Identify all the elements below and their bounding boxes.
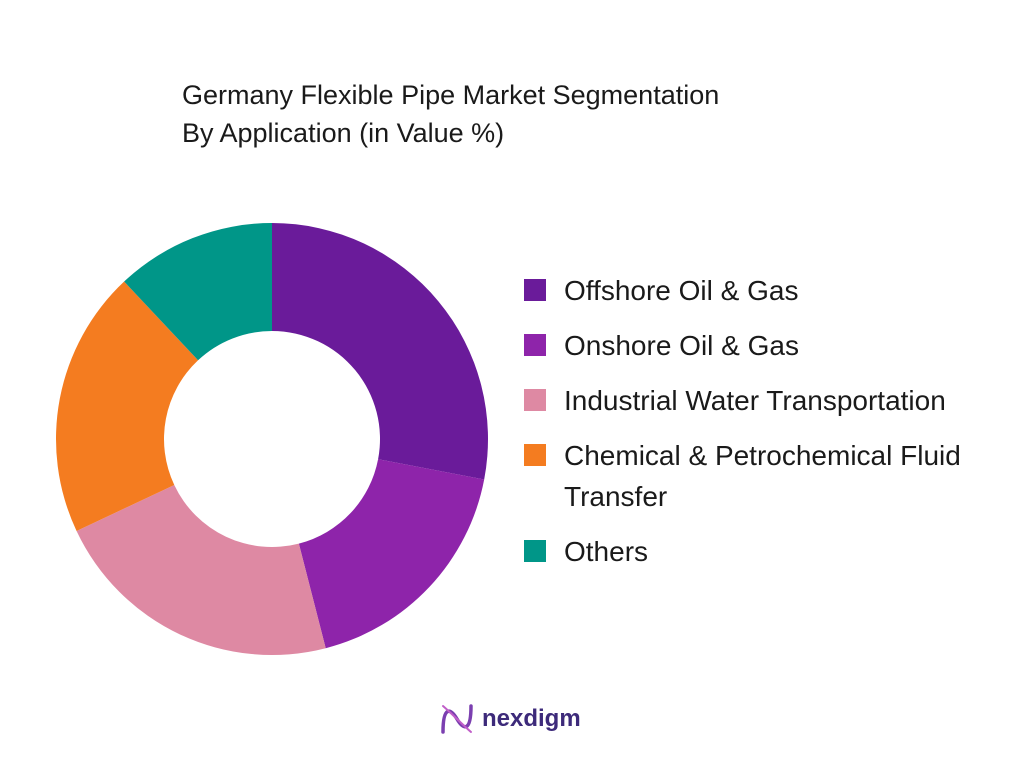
legend-swatch: [524, 334, 546, 356]
legend-swatch: [524, 389, 546, 411]
chart-subtitle: By Application (in Value %): [182, 118, 505, 148]
legend-label: Others: [564, 536, 649, 567]
legend: Offshore Oil & Gas Onshore Oil & Gas Indus…: [524, 270, 964, 586]
legend-label: Offshore Oil & Gas: [564, 275, 799, 306]
legend-item: Industrial Water Transportation: [524, 380, 964, 421]
chart-title: Germany Flexible Pipe Market Segmentatio…: [182, 80, 720, 110]
legend-swatch: [524, 540, 546, 562]
legend-label: Industrial Water Transportation: [564, 385, 946, 416]
legend-label: Chemical & Petrochemical Fluid Transfer: [564, 440, 961, 512]
chart-title-block: Germany Flexible Pipe Market Segmentatio…: [182, 76, 719, 152]
chart: [55, 223, 488, 655]
donut-slice: [272, 223, 488, 480]
legend-label: Onshore Oil & Gas: [564, 330, 799, 361]
donut-slice: [76, 484, 326, 655]
legend-swatch: [524, 279, 546, 301]
legend-item: Chemical & Petrochemical Fluid Transfer: [524, 435, 964, 517]
donut-slice: [298, 459, 485, 649]
legend-item: Others: [524, 531, 964, 572]
legend-item: Onshore Oil & Gas: [524, 325, 964, 366]
legend-swatch: [524, 444, 546, 466]
donut-slice: [124, 223, 273, 361]
brand-icon: [441, 704, 473, 734]
legend-item: Offshore Oil & Gas: [524, 270, 964, 311]
brand-name: nexdigm: [482, 705, 581, 732]
brand-logo: nexdigm: [440, 702, 581, 736]
donut-slice: [55, 281, 199, 531]
